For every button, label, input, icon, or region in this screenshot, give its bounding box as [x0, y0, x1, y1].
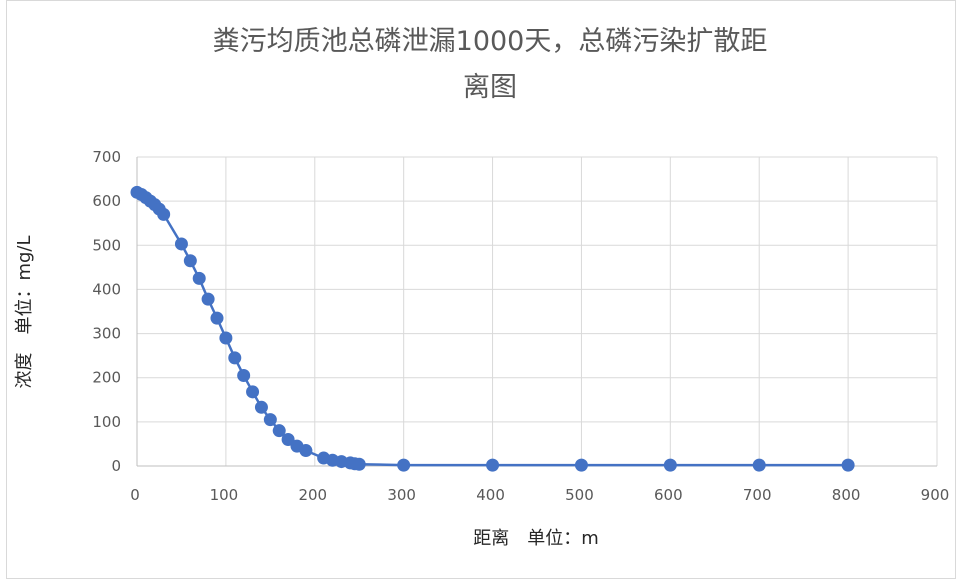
y-tick-label: 0	[111, 457, 121, 475]
data-point	[299, 444, 313, 458]
data-point	[841, 458, 855, 472]
y-tick-label: 600	[92, 192, 121, 210]
data-point	[272, 424, 286, 438]
data-point	[397, 458, 411, 472]
x-tick-label: 400	[476, 486, 505, 504]
x-axis-label: 距离 单位：m	[473, 528, 599, 549]
y-tick-label: 700	[92, 148, 121, 166]
data-point	[486, 458, 500, 472]
x-tick-label: 300	[387, 486, 416, 504]
x-tick-label: 500	[565, 486, 594, 504]
data-point	[246, 385, 260, 399]
data-point	[192, 271, 206, 285]
data-point	[254, 400, 268, 414]
x-tick-label: 800	[832, 486, 861, 504]
y-tick-label: 100	[92, 413, 121, 431]
data-point	[663, 458, 677, 472]
chart-title-line2: 离图	[463, 72, 517, 103]
y-axis-label: 浓度 单位：mg/L	[14, 235, 35, 389]
data-point	[157, 207, 171, 221]
data-point	[201, 292, 215, 306]
y-tick-label: 300	[92, 325, 121, 343]
data-point	[183, 254, 197, 268]
data-point	[237, 369, 251, 383]
x-tick-label: 100	[210, 486, 239, 504]
x-tick-label: 200	[298, 486, 327, 504]
data-point	[352, 457, 366, 471]
y-tick-label: 200	[92, 369, 121, 387]
y-tick-label: 400	[92, 280, 121, 298]
data-point	[219, 331, 233, 345]
x-tick-label: 0	[130, 486, 140, 504]
data-point	[574, 458, 588, 472]
data-point	[210, 311, 224, 325]
x-tick-label: 900	[921, 486, 950, 504]
data-point	[228, 351, 242, 365]
data-point	[752, 458, 766, 472]
y-tick-label: 500	[92, 236, 121, 254]
chart-title-line1: 粪污均质池总磷泄漏1000天，总磷污染扩散距	[212, 26, 768, 57]
data-point	[281, 433, 295, 447]
x-tick-label: 600	[654, 486, 683, 504]
data-point	[263, 413, 277, 427]
data-point	[174, 237, 188, 251]
x-tick-label: 700	[743, 486, 772, 504]
